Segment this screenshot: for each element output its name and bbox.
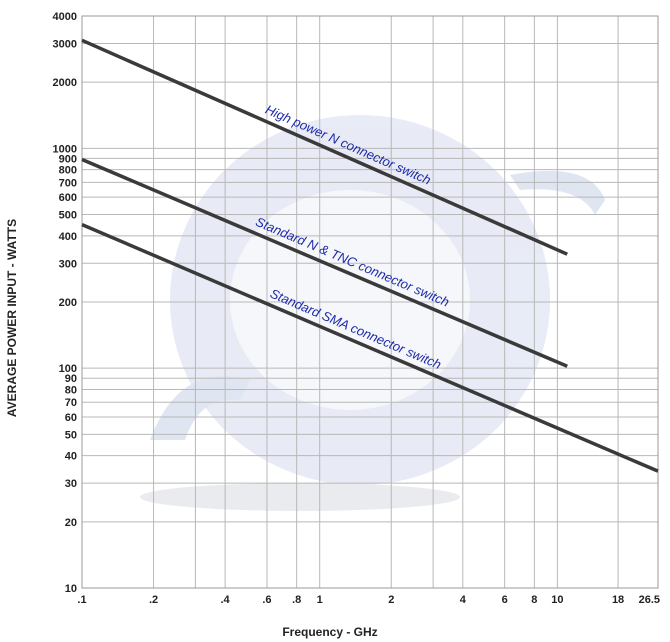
y-tick-label: 200: [59, 297, 77, 309]
y-tick-label: 60: [65, 412, 77, 424]
y-tick-label: 50: [65, 429, 77, 441]
x-tick-label: .2: [149, 594, 158, 606]
x-axis-ticks: .1 .2 .4 .6 .8 1 2 4 6 8 10 18 26.5: [77, 594, 660, 606]
y-tick-label: 400: [59, 231, 77, 243]
x-tick-label: .1: [77, 594, 86, 606]
y-tick-label: 800: [59, 165, 77, 177]
series-line-2: [81, 157, 568, 368]
x-tick-label: .6: [262, 594, 271, 606]
y-tick-label: 600: [59, 192, 77, 204]
y-tick-label: 300: [59, 258, 77, 270]
x-tick-label: .8: [292, 594, 301, 606]
x-tick-label: 18: [612, 594, 624, 606]
y-tick-label: 30: [65, 478, 77, 490]
y-axis-label: AVERAGE POWER INPUT - WATTS: [5, 219, 19, 417]
y-tick-label: 1000: [53, 143, 77, 155]
y-tick-label: 40: [65, 451, 77, 463]
y-tick-label: 20: [65, 517, 77, 529]
y-tick-label: 2000: [53, 77, 77, 89]
series-line-1: [81, 38, 568, 256]
chart-grid: [81, 15, 659, 589]
x-tick-label: 6: [502, 594, 508, 606]
y-tick-label: 4000: [53, 11, 77, 23]
x-tick-label: 10: [551, 594, 563, 606]
y-tick-label: 100: [59, 363, 77, 375]
y-tick-label: 700: [59, 177, 77, 189]
x-tick-label: 26.5: [639, 594, 660, 606]
series-line-3: [81, 222, 659, 473]
y-tick-label: 900: [59, 153, 77, 165]
x-tick-label: 8: [531, 594, 537, 606]
x-tick-label: 1: [317, 594, 323, 606]
plot-frame: [81, 15, 659, 589]
y-tick-label: 10: [65, 583, 77, 595]
y-tick-label: 90: [65, 373, 77, 385]
x-tick-label: .4: [221, 594, 231, 606]
x-tick-label: 4: [460, 594, 467, 606]
y-tick-label: 70: [65, 397, 77, 409]
y-tick-label: 80: [65, 384, 77, 396]
y-tick-label: 3000: [53, 38, 77, 50]
x-axis-label: Frequency - GHz: [282, 625, 377, 639]
y-tick-label: 500: [59, 210, 77, 222]
x-tick-label: 2: [388, 594, 394, 606]
background-swirl-graphic: [140, 115, 605, 511]
